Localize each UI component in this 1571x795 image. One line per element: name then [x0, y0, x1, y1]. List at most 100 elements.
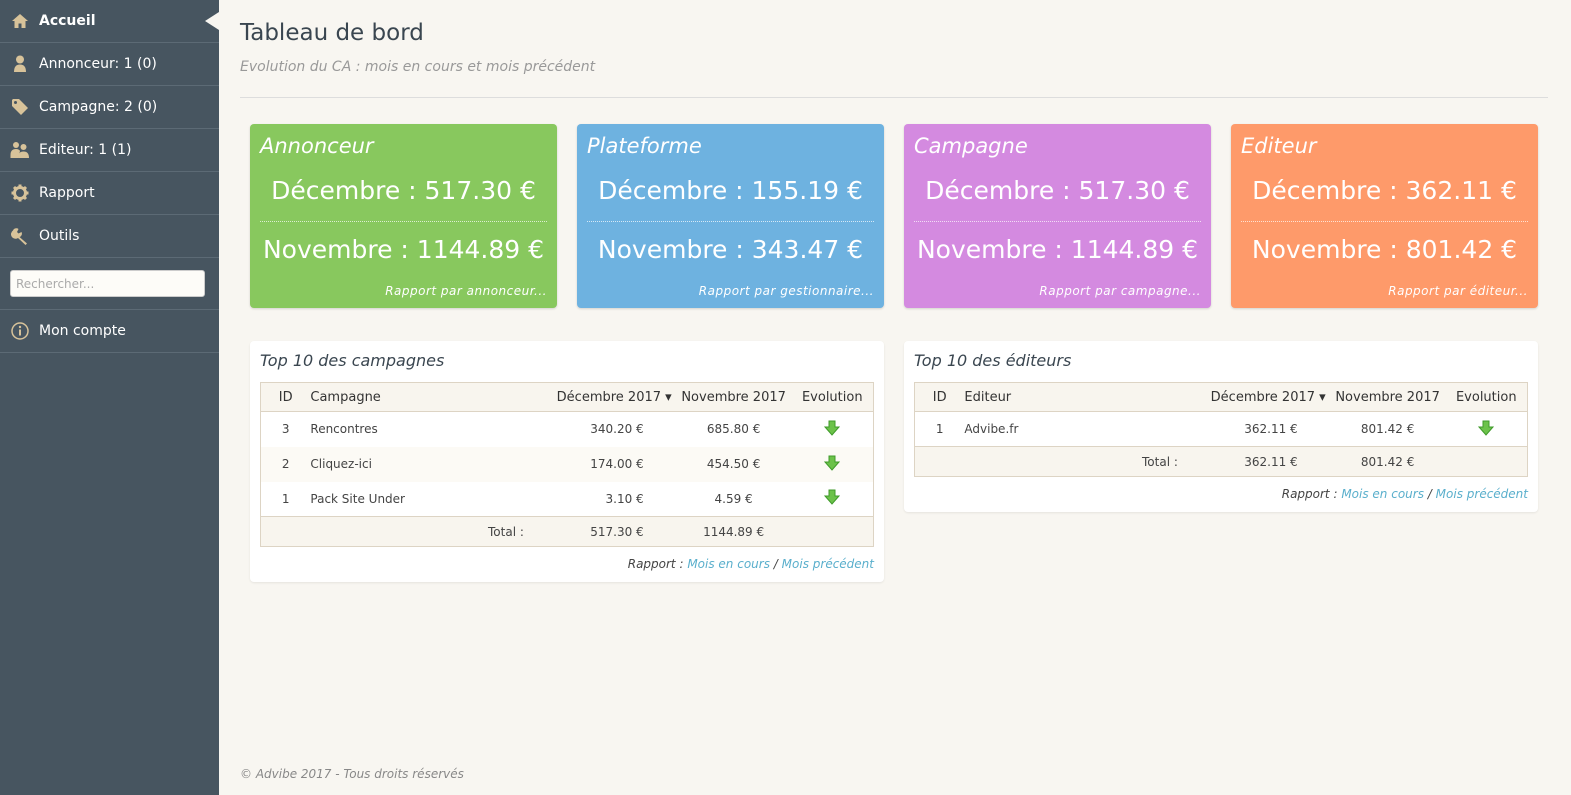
arrow-down-icon	[824, 420, 841, 439]
card-divider	[1241, 221, 1528, 222]
total-december: 362.11 €	[1187, 446, 1330, 477]
card-editeur: Editeur Décembre : 362.11 € Novembre : 8…	[1231, 124, 1538, 308]
column-header-campagne[interactable]: Campagne	[310, 382, 534, 412]
card-report-link[interactable]: Rapport par annonceur...	[385, 284, 547, 298]
sidebar-item-label: Campagne: 2 (0)	[39, 99, 158, 115]
card-plateforme: Plateforme Décembre : 155.19 € Novembre …	[577, 124, 884, 308]
page-footer: © Advibe 2017 - Tous droits réservés	[240, 767, 464, 781]
column-header-december[interactable]: Décembre 2017 ▾	[1187, 382, 1330, 412]
arrow-down-icon	[1478, 420, 1495, 439]
link-previous-month[interactable]: Mois précédent	[1435, 487, 1528, 501]
arrow-down-icon	[824, 489, 841, 508]
table-row: 2 Cliquez-ici 174.00 € 454.50 €	[260, 446, 874, 482]
campaigns-table: ID Campagne Décembre 2017 ▾ Novembre 201…	[260, 382, 874, 547]
card-previous-month: Novembre : 343.47 €	[597, 235, 864, 264]
sidebar-item-accueil[interactable]: Accueil	[0, 0, 219, 43]
panel-top-campaigns: Top 10 des campagnes ID Campagne Décembr…	[250, 341, 884, 582]
home-icon	[10, 11, 30, 31]
card-divider	[260, 221, 547, 222]
column-header-editeur[interactable]: Editeur	[964, 382, 1188, 412]
sidebar-item-label: Editeur: 1 (1)	[39, 142, 132, 158]
card-divider	[914, 221, 1201, 222]
sidebar-item-label: Annonceur: 1 (0)	[39, 56, 157, 72]
card-previous-month: Novembre : 1144.89 €	[916, 235, 1199, 264]
column-header-evolution[interactable]: Evolution	[1445, 382, 1528, 412]
cell-id: 3	[281, 422, 290, 437]
table-row: 1 Pack Site Under 3.10 € 4.59 €	[261, 482, 874, 517]
editors-table: ID Editeur Décembre 2017 ▾ Novembre 2017…	[914, 382, 1528, 477]
card-campagne: Campagne Décembre : 517.30 € Novembre : …	[904, 124, 1211, 308]
card-annonceur: Annonceur Décembre : 517.30 € Novembre :…	[250, 124, 557, 308]
card-title: Plateforme	[587, 134, 702, 158]
report-links: Rapport : Mois en cours / Mois précédent	[1282, 487, 1528, 501]
table-row: 1 Advibe.fr 362.11 € 801.42 €	[915, 412, 1528, 447]
info-icon	[10, 321, 30, 341]
cell-december: 3.10 €	[605, 491, 644, 506]
link-separator: /	[773, 557, 778, 571]
sidebar-item-campagne[interactable]: Campagne: 2 (0)	[0, 86, 219, 129]
cell-november: 685.80 €	[706, 422, 761, 437]
sidebar-item-annonceur[interactable]: Annonceur: 1 (0)	[0, 43, 219, 86]
sidebar-item-label: Outils	[39, 228, 80, 244]
report-label: Rapport :	[1281, 487, 1338, 501]
total-label: Total :	[964, 446, 1188, 477]
card-current-month: Décembre : 517.30 €	[925, 176, 1190, 205]
column-header-december[interactable]: Décembre 2017 ▾	[533, 382, 676, 412]
cell-evolution	[792, 412, 874, 447]
card-current-month: Décembre : 362.11 €	[1252, 176, 1517, 205]
sidebar-item-outils[interactable]: Outils	[0, 215, 219, 258]
cell-november: 4.59 €	[714, 491, 753, 506]
panel-title: Top 10 des éditeurs	[914, 351, 1072, 370]
link-separator: /	[1427, 487, 1432, 501]
arrow-down-icon	[824, 455, 841, 474]
card-divider	[587, 221, 874, 222]
cell-evolution	[792, 482, 874, 517]
cell-evolution	[1446, 412, 1528, 447]
link-current-month[interactable]: Mois en cours	[1341, 487, 1424, 501]
column-header-evolution[interactable]: Evolution	[791, 382, 874, 412]
sidebar: Accueil Annonceur: 1 (0) Campagne: 2 (0)…	[0, 0, 219, 795]
cell-name[interactable]: Cliquez-ici	[310, 446, 534, 482]
sidebar-item-label: Mon compte	[39, 323, 126, 339]
cell-november: 801.42 €	[1360, 422, 1415, 436]
cell-november: 454.50 €	[675, 446, 792, 482]
cell-id: 1	[281, 491, 290, 506]
sidebar-search	[0, 258, 219, 310]
card-report-link[interactable]: Rapport par campagne...	[1039, 284, 1201, 298]
search-input[interactable]	[10, 270, 205, 297]
column-header-november[interactable]: Novembre 2017	[1329, 382, 1446, 412]
user-icon	[10, 54, 30, 74]
sidebar-item-label: Accueil	[39, 13, 96, 29]
table-header-row: ID Campagne Décembre 2017 ▾ Novembre 201…	[260, 382, 874, 412]
wrench-icon	[10, 226, 30, 246]
cell-name[interactable]: Advibe.fr	[964, 422, 1019, 436]
column-header-id[interactable]: ID	[914, 382, 965, 412]
column-header-id[interactable]: ID	[260, 382, 311, 412]
card-title: Editeur	[1241, 134, 1317, 158]
card-title: Annonceur	[260, 134, 374, 158]
sidebar-item-mon-compte[interactable]: Mon compte	[0, 310, 219, 353]
card-current-month: Décembre : 155.19 €	[598, 176, 863, 205]
report-links: Rapport : Mois en cours / Mois précédent	[628, 557, 874, 571]
cell-december: 340.20 €	[590, 422, 644, 437]
cell-id: 1	[935, 422, 944, 436]
page-title: Tableau de bord	[240, 20, 424, 46]
cell-name[interactable]: Rencontres	[310, 422, 378, 437]
table-total-row: Total : 362.11 € 801.42 €	[914, 446, 1528, 477]
table-row: 3 Rencontres 340.20 € 685.80 €	[261, 412, 874, 447]
cell-december: 174.00 €	[533, 446, 676, 482]
panel-top-editors: Top 10 des éditeurs ID Editeur Décembre …	[904, 341, 1538, 512]
sidebar-item-label: Rapport	[39, 185, 95, 201]
sidebar-item-rapport[interactable]: Rapport	[0, 172, 219, 215]
sidebar-item-editeur[interactable]: Editeur: 1 (1)	[0, 129, 219, 172]
table-header-row: ID Editeur Décembre 2017 ▾ Novembre 2017…	[914, 382, 1528, 412]
link-current-month[interactable]: Mois en cours	[687, 557, 770, 571]
column-header-november[interactable]: Novembre 2017	[675, 382, 792, 412]
link-previous-month[interactable]: Mois précédent	[781, 557, 874, 571]
card-report-link[interactable]: Rapport par éditeur...	[1388, 284, 1528, 298]
gear-icon	[10, 183, 30, 203]
cell-name[interactable]: Pack Site Under	[310, 491, 405, 506]
card-previous-month: Novembre : 801.42 €	[1251, 235, 1518, 264]
table-total-row: Total : 517.30 € 1144.89 €	[260, 516, 874, 547]
card-report-link[interactable]: Rapport par gestionnaire...	[698, 284, 874, 298]
